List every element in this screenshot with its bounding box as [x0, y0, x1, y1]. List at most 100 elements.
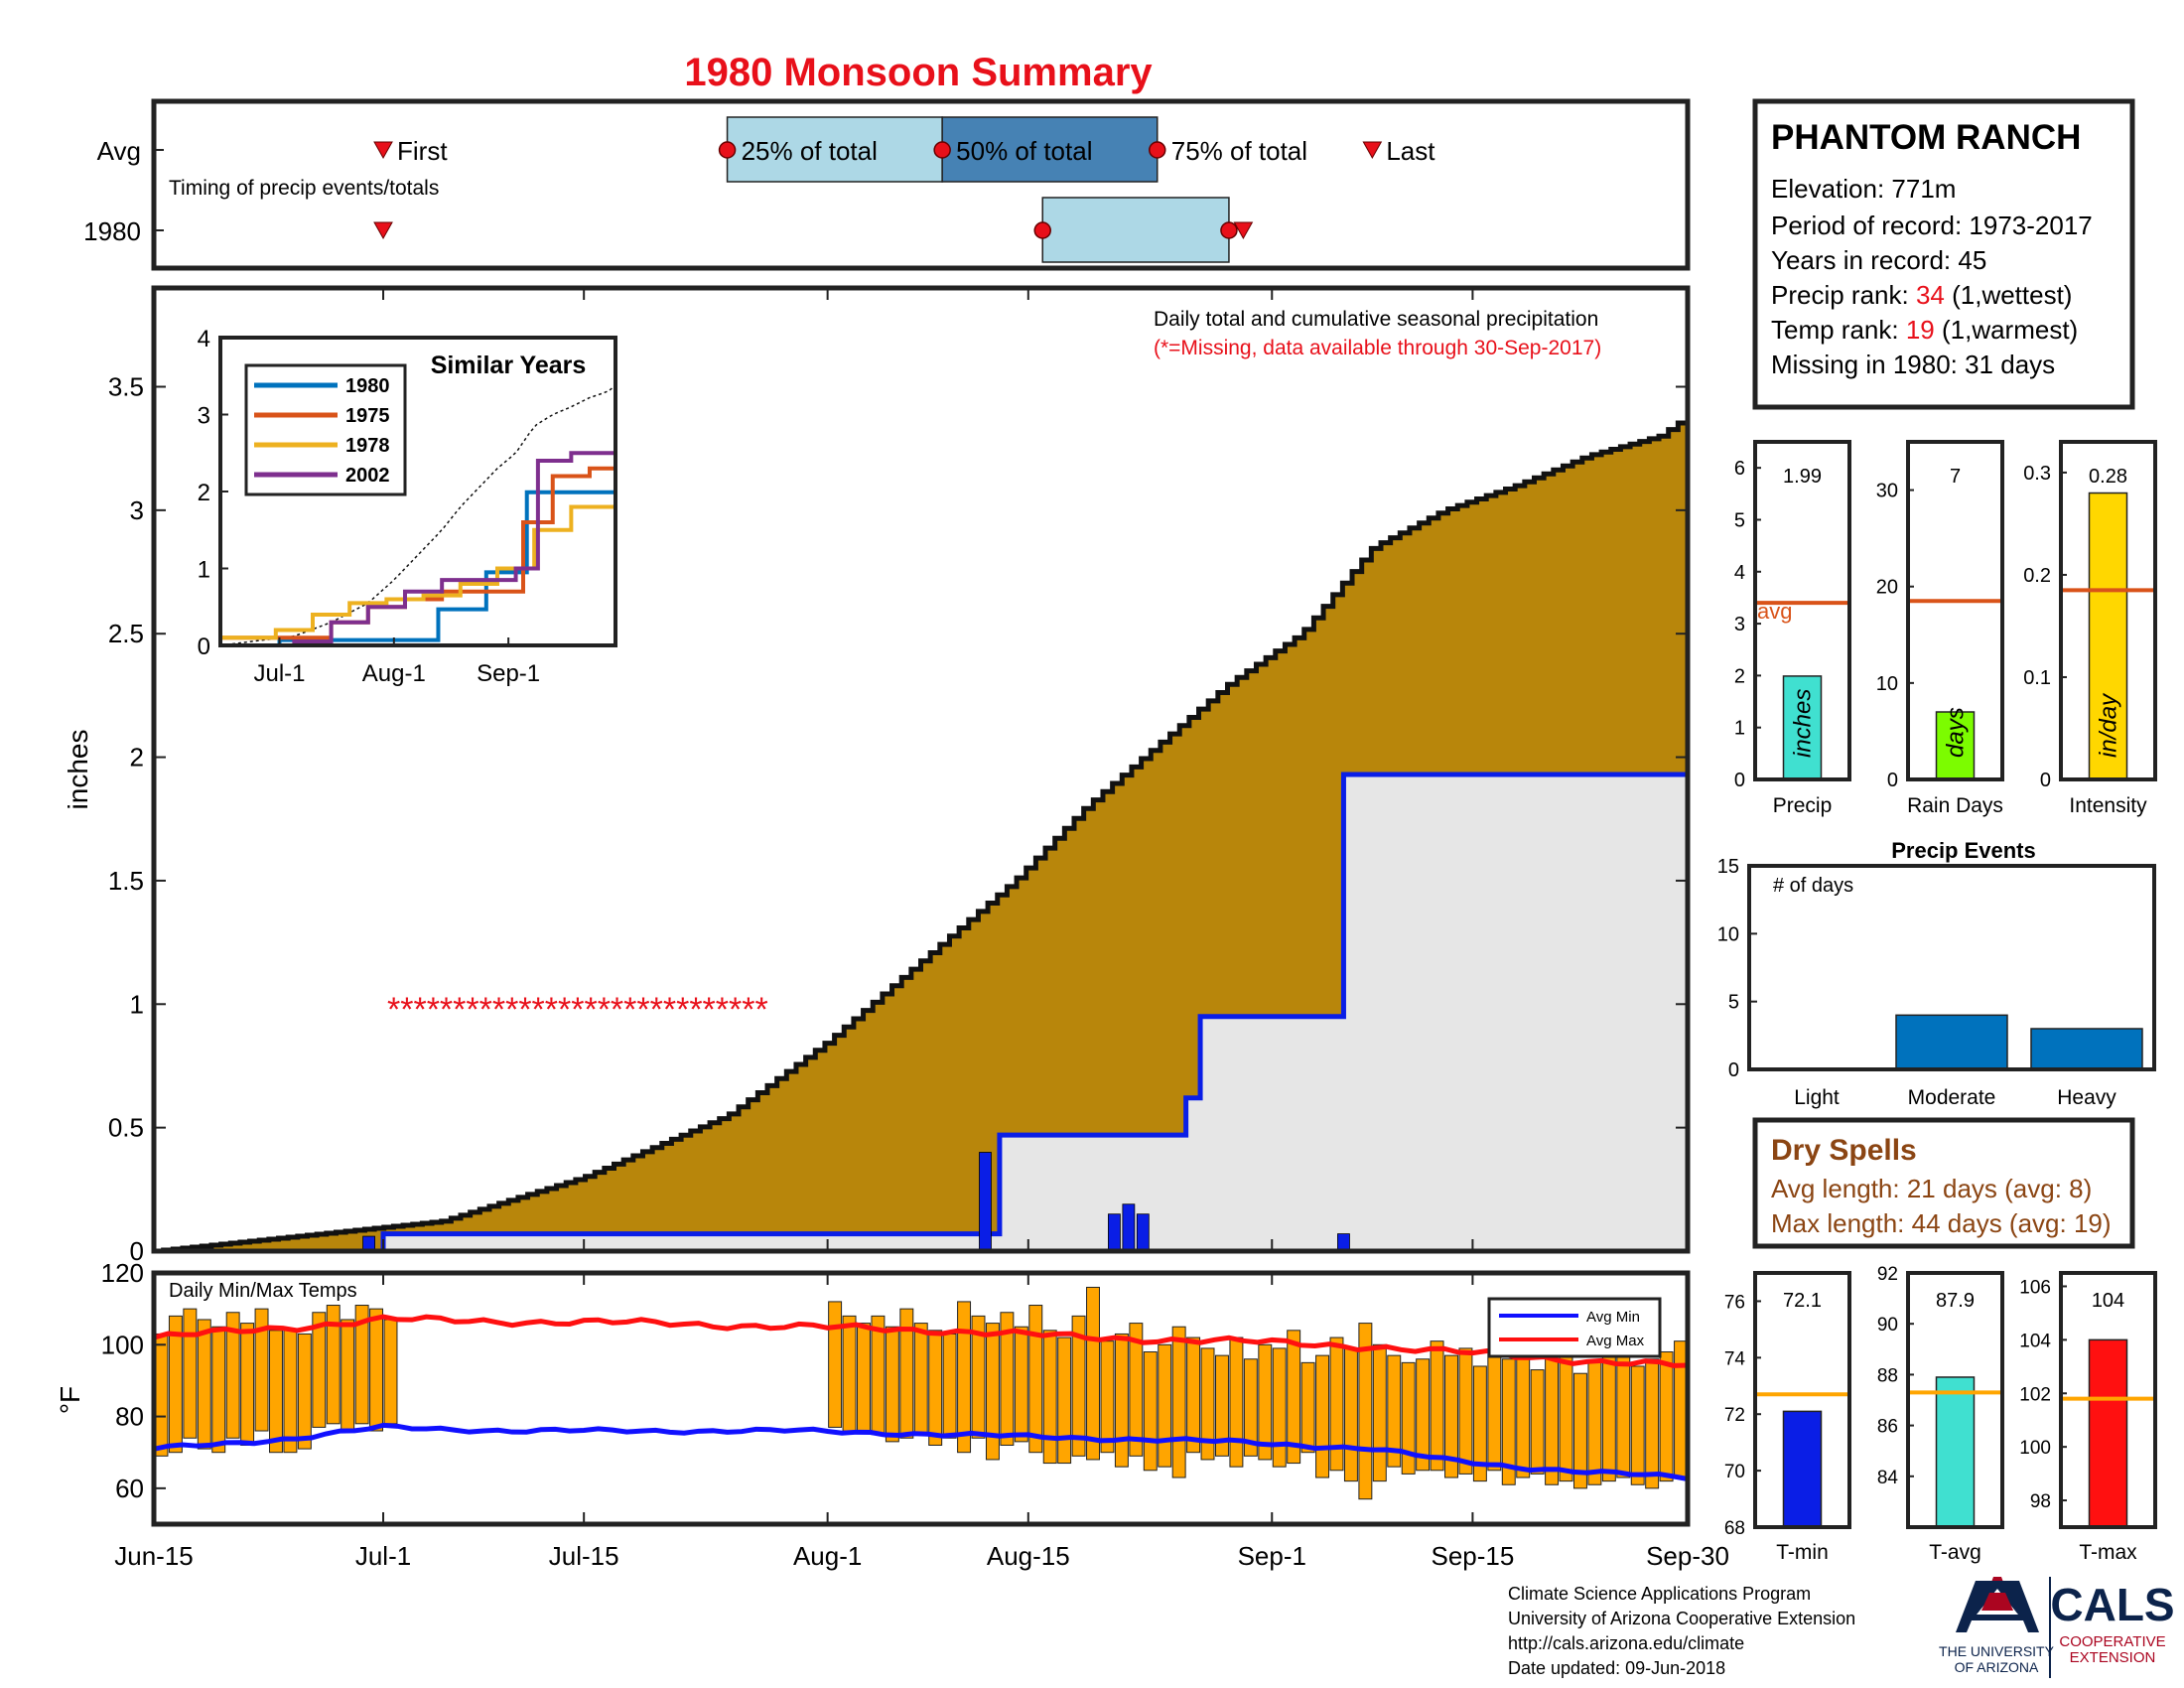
dry-spells-title: Dry Spells: [1771, 1134, 1917, 1167]
precip-bar: [1782, 675, 1823, 780]
raindays-bar: [1935, 711, 1976, 780]
missing-data-markers: *****************************: [387, 991, 768, 1029]
avg-q25-marker: [718, 141, 737, 159]
avg-cumulative-line: [154, 416, 1691, 1254]
precip-tick-label: 0: [1734, 770, 1745, 791]
precip-tick-label: 3: [1734, 614, 1745, 635]
daily-temp-bar: [971, 1315, 986, 1439]
tavg-tick-label: 84: [1877, 1468, 1899, 1488]
intensity-tick-label: 0: [2040, 770, 2051, 791]
q75-label: 75% of total: [1171, 136, 1307, 166]
raindays-value: 7: [1950, 466, 1961, 488]
daily-temp-bar: [1559, 1347, 1573, 1482]
q50-label: 50% of total: [956, 136, 1092, 166]
raindays-tick-label: 10: [1876, 673, 1898, 695]
precip-events-category-label: Heavy: [2057, 1086, 2116, 1109]
station-years: Years in record: 45: [1771, 245, 1986, 275]
daily-temp-bar: [1645, 1358, 1660, 1489]
precip-events-tick-label: 10: [1717, 923, 1739, 945]
daily-temp-bar: [1601, 1354, 1616, 1482]
daily-temp-bar: [369, 1308, 384, 1432]
dry-spells-avg: Avg length: 21 days (avg: 8): [1771, 1174, 2092, 1203]
tmax-label: T-max: [2079, 1541, 2137, 1564]
daily-temp-bar: [871, 1315, 886, 1436]
daily-temp-bar: [354, 1305, 369, 1425]
daily-temp-bar: [154, 1333, 169, 1457]
daily-temp-bar: [1215, 1354, 1229, 1457]
inset-legend-label-1980: 1980: [345, 375, 390, 397]
last-event-label: Last: [1386, 136, 1435, 166]
daily-temp-bar: [1028, 1305, 1043, 1454]
timing-subtitle: Timing of precip events/totals: [169, 177, 439, 200]
daily-temp-bar: [1000, 1312, 1015, 1446]
avg-min-line: [153, 1422, 1689, 1481]
year-q75-marker: [1220, 221, 1238, 239]
inset-y-tick-label: 1: [198, 557, 210, 584]
inset-x-tick-label: Jul-1: [253, 660, 305, 687]
daily-temp-bar: [383, 1319, 398, 1425]
timing-panel: Avg 1980 Timing of precip events/totals …: [83, 98, 1691, 271]
temp-y-axis-label: °F: [55, 1386, 85, 1414]
daily-temp-bar: [326, 1305, 341, 1425]
tmax-panel-frame: [2059, 1271, 2157, 1529]
daily-temp-bar: [1014, 1326, 1028, 1443]
tmin-label: T-min: [1776, 1541, 1829, 1564]
temp-chart-frame: [151, 1270, 1691, 1527]
daily-temp-bar: [1300, 1361, 1315, 1454]
station-frame: [1752, 98, 2135, 410]
avg-q75-marker: [1148, 141, 1166, 159]
inset-y-tick-label: 2: [198, 480, 210, 506]
daily-temp-bar: [1258, 1343, 1273, 1461]
tmax-tick-label: 100: [2019, 1438, 2051, 1459]
main-y-tick-label: 2.5: [108, 619, 144, 648]
inset-x-tick-label: Sep-1: [477, 660, 540, 687]
main-chart-note: Daily total and cumulative seasonal prec…: [1154, 308, 1598, 331]
temp-y-tick-label: 120: [101, 1258, 144, 1288]
cals-logo-sub-1: COOPERATIVE: [2059, 1633, 2165, 1650]
daily-temp-bar: [1372, 1343, 1387, 1482]
daily-temp-bar: [197, 1319, 211, 1450]
precip-tick-label: 5: [1734, 509, 1745, 531]
daily-temp-bar: [1086, 1286, 1100, 1461]
q25-label: 25% of total: [742, 136, 878, 166]
daily-temp-bar: [1572, 1372, 1587, 1489]
daily-temp-bar: [1416, 1358, 1431, 1472]
main-precip-chart: 0 0.5 1 1.5 2 2.5 3 3.5 inches Daily total and …: [63, 285, 1691, 1266]
daily-temp-bar: [211, 1326, 226, 1454]
date-axis: Jun-15 Jul-1 Jul-15 Aug-1 Aug-15 Sep-1 Sep-15 S…: [114, 288, 1729, 1571]
raindays-label: Rain Days: [1907, 794, 2003, 817]
avg-q50-q75-box: [941, 116, 1159, 183]
year-first-marker: [373, 221, 393, 240]
raindays-panel-frame: [1906, 440, 2004, 781]
daily-temp-bar: [183, 1308, 198, 1439]
date-axis-label: Jul-15: [549, 1541, 619, 1571]
main-y-tick-label: 1.5: [108, 866, 144, 896]
avg-max-line: [153, 1314, 1689, 1368]
station-period: Period of record: 1973-2017: [1771, 211, 2093, 240]
temp-chart-title: Daily Min/Max Temps: [169, 1280, 357, 1302]
inset-y-tick-label: 3: [198, 403, 210, 430]
figure-title: 1980 Monsoon Summary: [684, 51, 1153, 94]
daily-temp-bar: [1042, 1330, 1057, 1465]
daily-temp-bar: [1100, 1340, 1115, 1454]
daily-temp-bar: [240, 1323, 255, 1446]
date-axis-label: Sep-30: [1646, 1541, 1729, 1571]
daily-temp-bar: [942, 1333, 957, 1439]
daily-temp-bar: [1458, 1347, 1473, 1475]
temp-y-tick-label: 80: [115, 1402, 144, 1432]
precip-label: Precip: [1773, 794, 1833, 817]
station-name: PHANTOM RANCH: [1771, 118, 2081, 157]
daily-temp-bar: [1659, 1351, 1674, 1482]
inset-legend-label-1975: 1975: [345, 405, 390, 427]
year-quartile-box: [1041, 197, 1230, 263]
avg-last-marker: [1362, 141, 1383, 160]
missing-data-note: (*=Missing, data available through 30-Se…: [1154, 337, 1601, 359]
daily-temp-bar: [1343, 1347, 1358, 1482]
daily-temp-bar: [1501, 1358, 1516, 1485]
date-axis-label: Aug-1: [793, 1541, 862, 1571]
timing-frame: [151, 98, 1691, 271]
tmin-panel-frame: [1753, 1271, 1851, 1529]
date-axis-label: Jun-15: [114, 1541, 194, 1571]
seasonal-stat-panels: 0 1 2 3 4 5 6 1.99 Precip inches avg 0 10 20 30 7 Rain D…: [1734, 440, 2157, 817]
